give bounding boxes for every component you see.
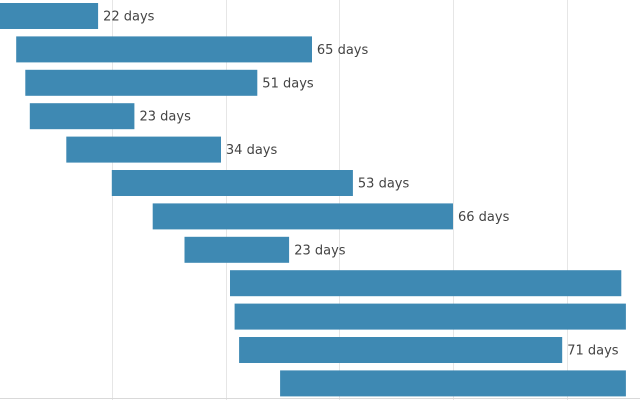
gantt-bar	[230, 270, 622, 297]
bar-duration-label: 66 days	[458, 210, 510, 225]
bar-duration-label: 65 days	[317, 43, 369, 58]
bar-duration-label: 23 days	[140, 110, 192, 125]
gantt-bar	[280, 370, 626, 397]
gantt-bar	[0, 3, 99, 29]
gantt-bar	[184, 236, 290, 263]
bar-labels: 22 days 65 days 51 days 23 days 34 days 53 da…	[103, 10, 619, 359]
bar-duration-label: 51 days	[262, 76, 314, 91]
bar-duration-label: 22 days	[103, 10, 155, 25]
gantt-bar	[239, 337, 563, 363]
gantt-bar	[234, 303, 626, 330]
gantt-bar	[152, 203, 453, 230]
bar-duration-label: 34 days	[226, 143, 278, 158]
bar-duration-label: 53 days	[358, 177, 410, 192]
gantt-bar	[66, 136, 221, 163]
bar-duration-label: 23 days	[294, 243, 346, 258]
grid-lines	[112, 0, 568, 400]
gantt-bar	[111, 170, 353, 196]
gantt-bar	[25, 69, 258, 96]
gantt-bar	[29, 103, 135, 130]
bars	[0, 3, 626, 397]
gantt-bar	[16, 36, 312, 63]
bar-duration-label: 71 days	[567, 344, 619, 359]
